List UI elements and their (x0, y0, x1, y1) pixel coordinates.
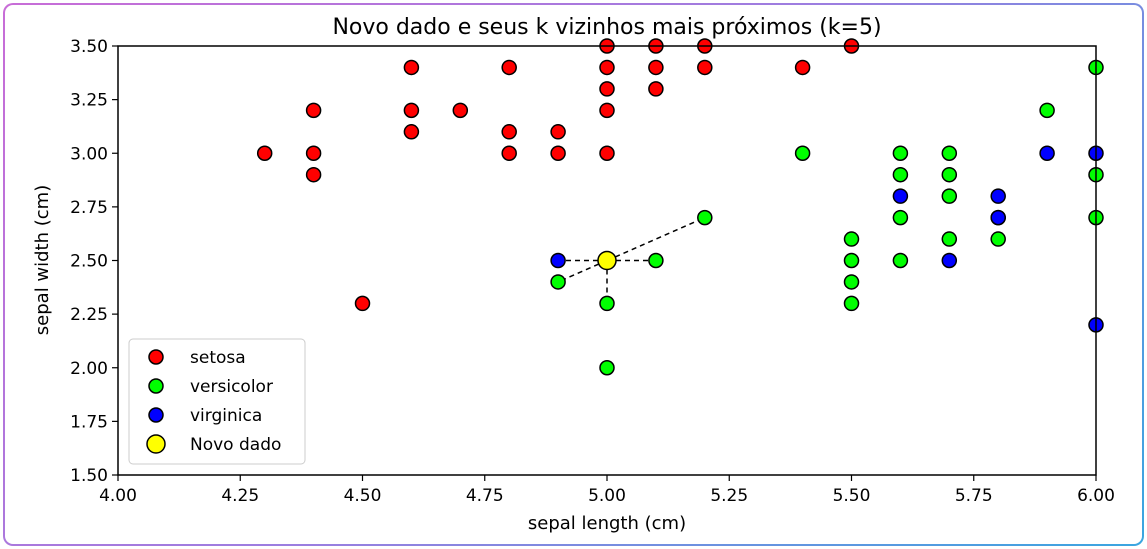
point-setosa (501, 145, 517, 161)
x-tick-label: 5.25 (710, 486, 748, 506)
legend-label: Novo dado (190, 435, 281, 455)
point-setosa (501, 59, 517, 76)
x-tick-label: 4.00 (99, 486, 137, 506)
point-setosa (403, 124, 420, 140)
legend-box (128, 338, 306, 465)
point-versicolor (892, 252, 909, 269)
point-versicolor (794, 145, 811, 161)
point-setosa (648, 59, 664, 76)
y-tick-label: 3.50 (70, 37, 108, 57)
legend-label: setosa (190, 348, 246, 368)
y-tick-label: 2.50 (70, 252, 108, 272)
point-setosa (550, 145, 566, 161)
y-axis-ticks: 1.50 1.75 2.00 2.25 2.50 2.75 3.00 3.25 3.50 (70, 37, 118, 486)
point-virginica (550, 252, 566, 269)
x-tick-label: 5.50 (833, 486, 871, 506)
point-setosa (599, 81, 615, 97)
point-setosa (794, 59, 811, 76)
x-tick-label: 5.75 (955, 486, 993, 506)
x-tick-label: 5.00 (588, 486, 626, 506)
neighbor-lines (557, 216, 706, 304)
point-setosa (403, 59, 420, 76)
point-versicolor (648, 252, 664, 269)
point-versicolor (941, 188, 958, 204)
point-versicolor (843, 274, 860, 290)
point-versicolor (892, 209, 909, 226)
point-setosa (354, 295, 371, 312)
point-versicolor (892, 145, 909, 161)
point-setosa (256, 145, 273, 161)
y-tick-label: 3.00 (70, 144, 108, 164)
legend-label: versicolor (190, 377, 273, 397)
point-versicolor (941, 166, 958, 183)
x-tick-label: 4.75 (466, 486, 504, 506)
legend-marker (148, 407, 164, 423)
y-tick-label: 2.25 (70, 305, 108, 325)
point-setosa (305, 145, 322, 161)
x-axis-ticks: 4.00 4.25 4.50 4.75 5.00 5.25 5.50 5.75 6.00 (99, 475, 1115, 506)
new-data-point (597, 250, 617, 271)
point-setosa (599, 145, 615, 161)
x-axis-label: sepal length (cm) (528, 513, 686, 534)
point-versicolor (892, 166, 909, 183)
x-tick-label: 4.25 (221, 486, 259, 506)
x-tick-label: 6.00 (1077, 486, 1115, 506)
y-tick-label: 3.25 (70, 91, 108, 111)
data-points (256, 38, 1104, 376)
y-tick-label: 2.75 (70, 198, 108, 218)
y-tick-label: 1.75 (70, 412, 108, 432)
point-versicolor (599, 295, 615, 312)
point-setosa (599, 102, 615, 119)
point-versicolor (843, 231, 860, 247)
point-versicolor (941, 231, 958, 247)
point-setosa (305, 102, 322, 119)
point-setosa (599, 59, 615, 76)
point-virginica (990, 209, 1006, 226)
y-tick-label: 2.00 (70, 359, 108, 379)
point-versicolor (990, 231, 1006, 247)
legend-marker (146, 434, 166, 454)
point-versicolor (550, 274, 566, 290)
point-versicolor (599, 360, 615, 376)
point-setosa (403, 102, 420, 119)
y-tick-label: 1.50 (70, 466, 108, 486)
point-versicolor (1039, 102, 1055, 119)
point-setosa (452, 102, 469, 119)
point-versicolor (843, 252, 860, 269)
x-tick-label: 4.50 (344, 486, 382, 506)
point-versicolor (697, 209, 713, 226)
point-setosa (305, 166, 322, 183)
point-versicolor (843, 295, 860, 312)
point-virginica (941, 252, 958, 269)
y-axis-label: sepal width (cm) (32, 185, 53, 335)
point-setosa (550, 124, 566, 140)
point-versicolor (941, 145, 958, 161)
chart-title: Novo dado e seus k vizinhos mais próximo… (332, 15, 881, 40)
legend-label: virginica (190, 406, 262, 426)
legend-marker (148, 378, 164, 394)
point-setosa (501, 124, 517, 140)
point-setosa (648, 81, 664, 97)
point-setosa (697, 59, 713, 76)
point-virginica (892, 188, 909, 204)
legend: setosa versicolor virginica Novo dado (128, 338, 306, 465)
point-virginica (1039, 145, 1055, 161)
point-virginica (990, 188, 1006, 204)
legend-marker (148, 349, 164, 365)
